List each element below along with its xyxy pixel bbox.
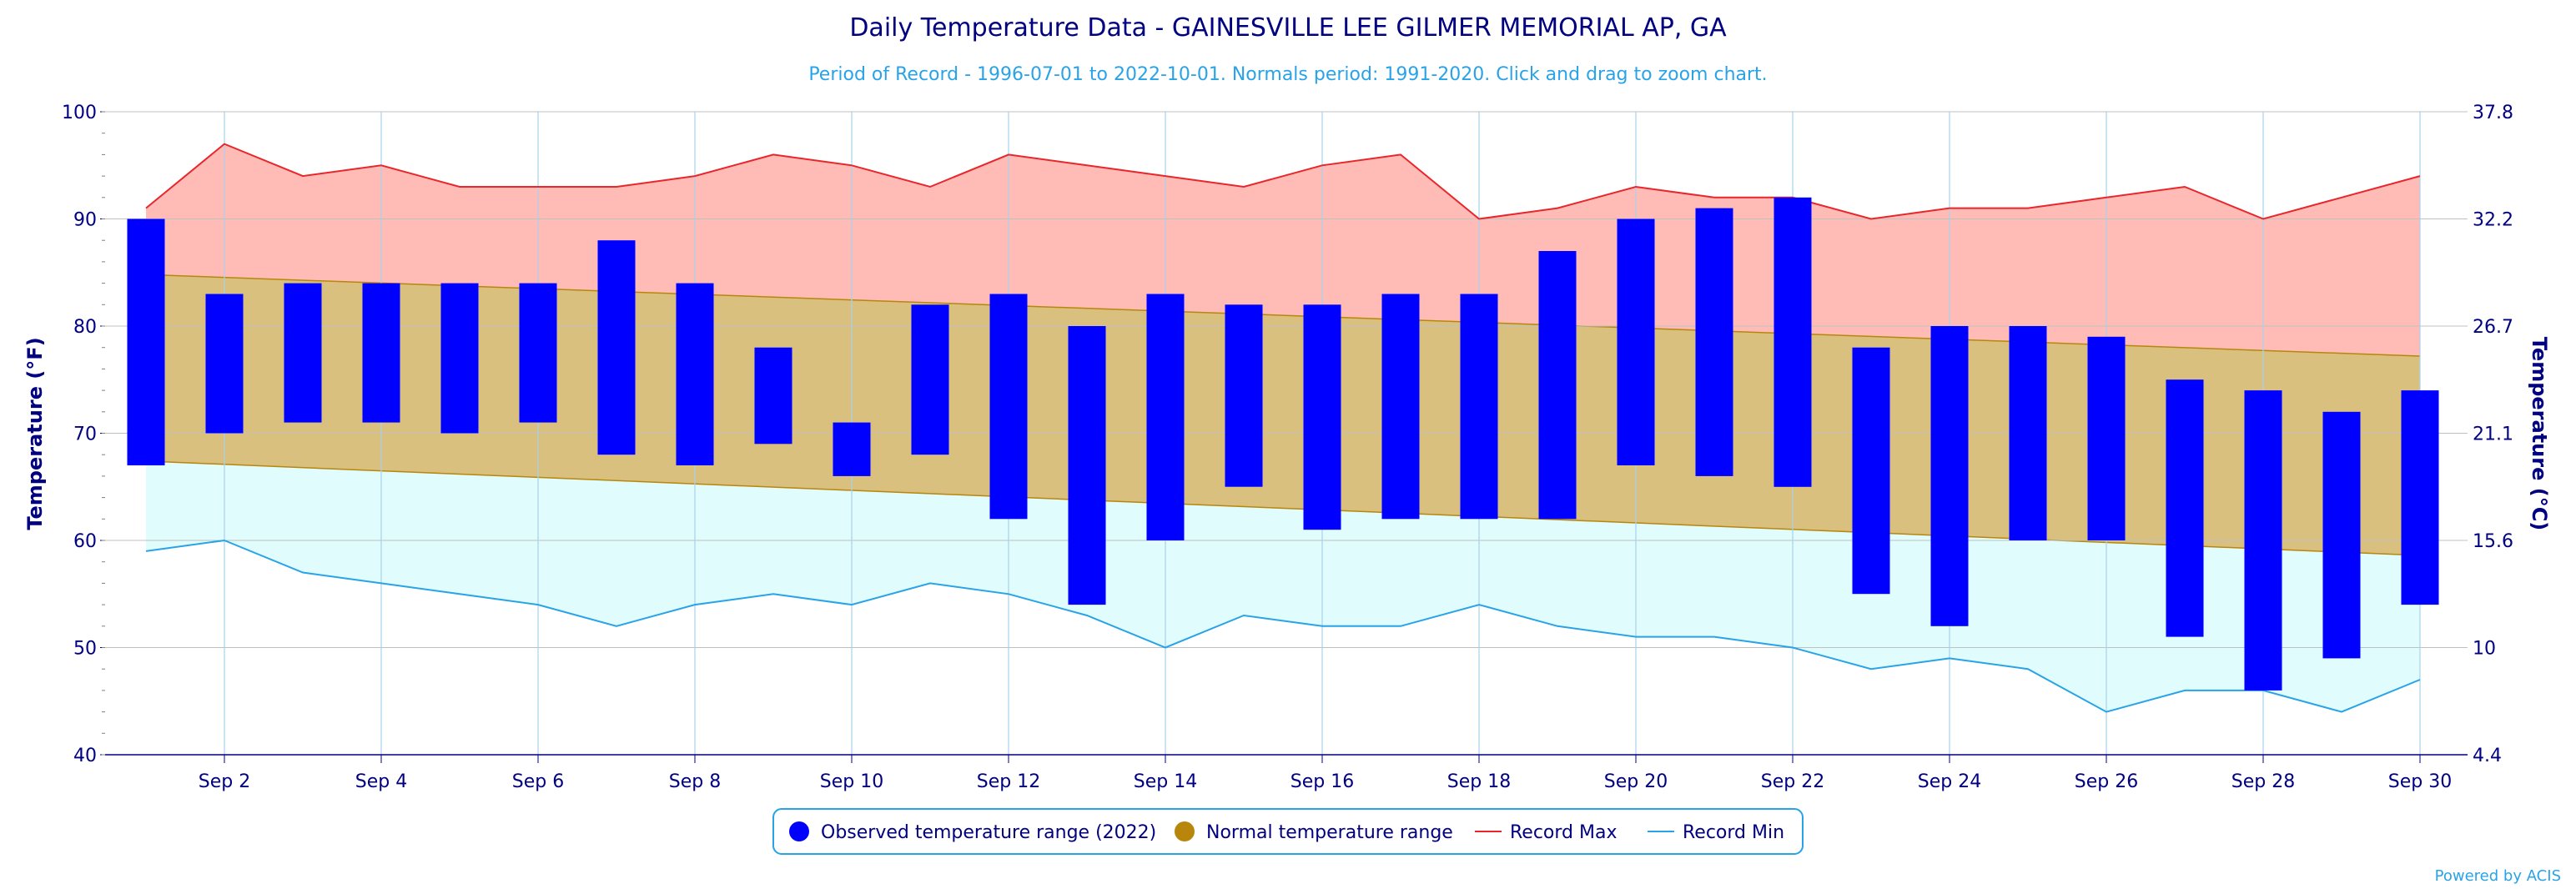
y-tick-label-right: 21.1: [2473, 424, 2513, 445]
record-max-area: [146, 143, 2420, 356]
legend-symbol-circle: [789, 821, 809, 841]
y-tick-label-left: 40: [73, 746, 97, 766]
observed-bar[interactable]: [2322, 411, 2361, 659]
observed-bar[interactable]: [2166, 379, 2204, 637]
x-tick-label: Sep 2: [199, 771, 250, 792]
observed-bar[interactable]: [2009, 326, 2047, 540]
legend-symbol-circle: [1175, 821, 1195, 841]
x-tick-label: Sep 4: [355, 771, 407, 792]
x-tick-label: Sep 14: [1134, 771, 1197, 792]
chart-title: Daily Temperature Data - GAINESVILLE LEE…: [849, 13, 1727, 43]
y-tick-label-left: 80: [73, 317, 97, 338]
y-tick-label-right: 15.6: [2473, 531, 2513, 552]
x-tick-label: Sep 8: [669, 771, 721, 792]
y-tick-label-right: 32.2: [2473, 210, 2513, 231]
y-tick-label-right: 4.4: [2473, 746, 2502, 766]
observed-bar[interactable]: [833, 422, 871, 476]
observed-bar[interactable]: [1617, 218, 1655, 466]
observed-bar[interactable]: [597, 240, 636, 455]
y-tick-label-left: 90: [73, 210, 97, 231]
observed-bar[interactable]: [1381, 294, 1420, 520]
record-min-area: [146, 460, 2420, 712]
legend-item[interactable]: Normal temperature range: [1175, 821, 1453, 843]
observed-bar[interactable]: [1303, 304, 1341, 530]
observed-bar[interactable]: [754, 347, 792, 444]
x-tick-label: Sep 30: [2388, 771, 2452, 792]
observed-bar[interactable]: [1225, 304, 1263, 487]
x-tick-label: Sep 24: [1918, 771, 1981, 792]
y-tick-label-right: 26.7: [2473, 317, 2513, 338]
x-tick-label: Sep 28: [2231, 771, 2295, 792]
legend-item[interactable]: Observed temperature range (2022): [789, 821, 1156, 843]
observed-bar[interactable]: [284, 283, 322, 423]
x-tick-label: Sep 18: [1447, 771, 1511, 792]
x-tick-label: Sep 20: [1604, 771, 1668, 792]
y-tick-label-left: 70: [73, 424, 97, 445]
observed-bar[interactable]: [440, 283, 479, 434]
observed-bar[interactable]: [205, 294, 244, 434]
normal-range-area: [146, 274, 2420, 555]
observed-bar[interactable]: [1068, 326, 1106, 605]
y-tick-label-left: 50: [73, 639, 97, 660]
x-tick-label: Sep 26: [2075, 771, 2138, 792]
y-tick-label-right: 37.8: [2473, 103, 2513, 123]
legend-label: Record Min: [1683, 822, 1784, 843]
y-tick-label-right: 10: [2473, 639, 2496, 660]
legend-label: Observed temperature range (2022): [821, 822, 1156, 843]
legend-label: Record Max: [1510, 822, 1618, 843]
x-tick-label: Sep 22: [1761, 771, 1824, 792]
y-axis-right-title: Temperature (°C): [2528, 337, 2551, 531]
observed-bar[interactable]: [2401, 390, 2439, 605]
y-tick-label-left: 60: [73, 531, 97, 552]
axes: 40 50 60 70 80 90 100 4.4 10 15.6 21.1 26.7 32.2 37.8…: [62, 103, 2513, 792]
observed-bar[interactable]: [1538, 251, 1577, 520]
observed-bar[interactable]: [2244, 390, 2282, 691]
observed-bar[interactable]: [911, 304, 949, 455]
y-tick-label-left: 100: [62, 103, 97, 123]
x-tick-label: Sep 12: [977, 771, 1040, 792]
observed-bar[interactable]: [676, 283, 714, 465]
observed-bar[interactable]: [1695, 208, 1733, 476]
legend-item[interactable]: Record Max: [1475, 822, 1618, 843]
y-axis-left-title: Temperature (°F): [23, 337, 47, 530]
x-tick-label: Sep 16: [1291, 771, 1354, 792]
observed-bar[interactable]: [1852, 347, 1890, 595]
x-tick-label: Sep 6: [512, 771, 564, 792]
observed-bar[interactable]: [1930, 326, 1969, 626]
record-min-line: [145, 539, 2421, 713]
observed-bar[interactable]: [1146, 294, 1185, 541]
observed-bar[interactable]: [362, 283, 400, 423]
legend[interactable]: Observed temperature range (2022) Normal …: [772, 808, 1804, 855]
legend-label: Normal temperature range: [1206, 822, 1453, 843]
legend-box: [772, 808, 1804, 855]
observed-bar[interactable]: [2087, 336, 2126, 540]
legend-item[interactable]: Record Min: [1648, 822, 1784, 843]
observed-bar[interactable]: [989, 294, 1028, 520]
observed-bar[interactable]: [1774, 197, 1812, 487]
observed-bar[interactable]: [127, 218, 165, 466]
observed-bar[interactable]: [1460, 294, 1498, 520]
plot-area[interactable]: [105, 111, 2468, 756]
credits-link[interactable]: Powered by ACIS: [2435, 867, 2561, 885]
x-tick-label: Sep 10: [820, 771, 883, 792]
observed-bar[interactable]: [519, 283, 557, 423]
record-max-line: [145, 143, 2421, 220]
chart-subtitle: Period of Record - 1996-07-01 to 2022-10…: [808, 64, 1767, 85]
